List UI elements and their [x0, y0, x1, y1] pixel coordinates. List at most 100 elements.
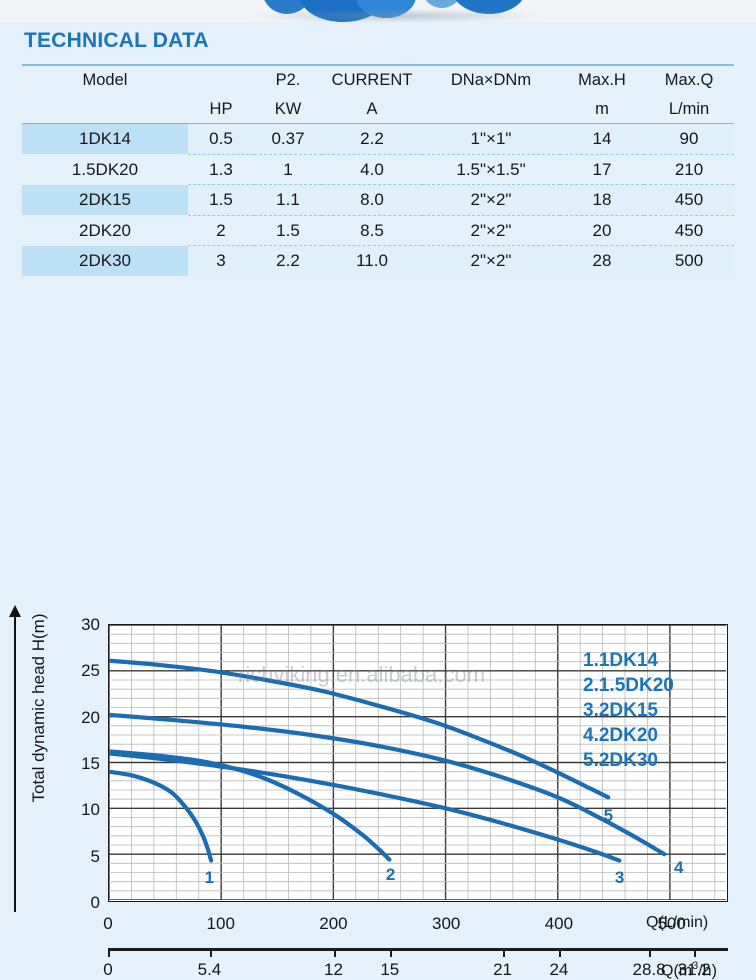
y-tick-10: 10 [81, 800, 100, 820]
x-tick-lmin-100: 100 [206, 914, 235, 933]
cell-maxh: 28 [560, 245, 644, 276]
table-header-row-units: HP KW A m L/min [22, 95, 734, 124]
legend-item-4: 4.2DK20 [583, 725, 658, 746]
y-axis-title: Total dynamic head H(m) [29, 613, 48, 803]
pump-image-part [420, 0, 464, 8]
cell-current: 11.0 [322, 245, 422, 276]
y-tick-15: 15 [81, 754, 100, 773]
y-axis-arrow-icon [9, 605, 21, 912]
unit-header-dn [422, 95, 560, 124]
cell-hp: 1.3 [188, 153, 254, 185]
table-header-row-group: Model P2. CURRENT DNa×DNm Max.H Max.Q [22, 64, 734, 95]
table-row: 2DK30 3 2.2 11.0 2"×2" 28 500 [22, 245, 734, 276]
cell-hp: 3 [188, 245, 254, 276]
performance-curve-chart: Total dynamic head H(m) richviking.en.al… [0, 300, 756, 979]
curve-number-1: 1 [204, 868, 215, 888]
cell-model: 1DK14 [22, 123, 188, 154]
x-tick-lmin-400: 400 [544, 914, 574, 933]
column-header-current: CURRENT [322, 64, 422, 95]
pump-image-part [452, 0, 526, 14]
column-header-maxq: Max.Q [644, 64, 734, 95]
cell-dn: 2"×2" [422, 184, 560, 215]
y-tick-5: 5 [90, 846, 100, 866]
x-axis-label-m3h: Q(m3/h) [661, 960, 717, 980]
cell-maxh: 17 [560, 153, 644, 185]
table-row: 2DK20 2 1.5 8.5 2"×2" 20 450 [22, 214, 734, 246]
secondary-tick-mark-0 [108, 948, 110, 957]
secondary-tick-mark-7 [694, 948, 697, 957]
x-tick-lmin-200: 200 [319, 914, 348, 933]
x-tick-m3h-0: 0 [103, 960, 113, 979]
cell-maxq: 90 [644, 123, 734, 154]
x-tick-m3h-21: 21 [493, 960, 512, 979]
column-header-model: Model [22, 64, 188, 95]
cell-model: 2DK15 [22, 184, 188, 215]
cell-kw: 0.37 [254, 123, 322, 154]
secondary-tick-mark-3 [389, 948, 392, 957]
cell-kw: 1.5 [254, 214, 322, 246]
x-tick-m3h-12: 12 [323, 960, 343, 979]
unit-header-current: A [366, 99, 378, 118]
cell-dn: 2"×2" [422, 245, 560, 276]
y-tick-20: 20 [81, 707, 100, 727]
cell-kw: 2.2 [254, 245, 322, 276]
cell-maxq: 500 [644, 245, 734, 276]
secondary-x-axis-line [108, 948, 728, 951]
cell-maxq: 450 [644, 214, 734, 246]
pump-image-part [356, 0, 416, 18]
x-axis-label-lmin: Q(L/min) [646, 914, 709, 931]
cell-current: 2.2 [322, 123, 422, 154]
cell-maxh: 18 [560, 184, 644, 215]
cell-hp: 1.5 [188, 184, 254, 215]
y-tick-30: 30 [81, 615, 100, 634]
chart-legend: 1.1DK14 2.1.5DK20 3.2DK15 4.2DK20 5.2DK30 [583, 648, 674, 773]
table-row: 1DK14 0.5 0.37 2.2 1"×1" 14 90 [22, 123, 734, 154]
table-header: Model P2. CURRENT DNa×DNm Max.H Max.Q HP… [22, 64, 734, 124]
table-row: 1.5DK20 1.3 1 4.0 1.5"×1.5" 17 210 [22, 153, 734, 185]
product-photo-strip [0, 0, 756, 22]
cell-hp: 2 [188, 214, 254, 246]
cell-current: 4.0 [322, 153, 422, 185]
x-tick-m3h-24: 24 [549, 960, 569, 979]
cell-current: 8.0 [322, 184, 422, 215]
cell-maxq: 210 [644, 153, 734, 185]
cell-dn: 1.5"×1.5" [422, 153, 560, 185]
curve-number-3: 3 [614, 868, 625, 888]
cell-model: 2DK30 [22, 245, 188, 276]
pump-image-part [262, 0, 312, 14]
secondary-tick-mark-2 [333, 948, 336, 957]
unit-header-kw: KW [274, 99, 302, 118]
unit-header-maxq: L/min [668, 99, 710, 118]
y-tick-25: 25 [81, 661, 100, 681]
y-tick-0: 0 [90, 893, 100, 912]
column-header-dn: DNa×DNm [422, 64, 560, 95]
curve-number-2: 2 [385, 865, 396, 885]
unit-header-hp: HP [209, 99, 233, 118]
legend-item-3: 3.2DK15 [583, 700, 658, 721]
x-tick-m3h-5.4: 5.4 [197, 960, 222, 979]
x-tick-m3h-15: 15 [380, 960, 400, 979]
secondary-tick-mark-6 [649, 948, 652, 957]
cell-current: 8.5 [322, 214, 422, 246]
curve-number-4: 4 [674, 857, 684, 877]
secondary-tick-mark-5 [558, 948, 561, 957]
secondary-tick-mark-4 [502, 948, 505, 957]
table-row: 2DK15 1.5 1.1 8.0 2"×2" 18 450 [22, 184, 734, 215]
page-title: TECHNICAL DATA [24, 29, 209, 52]
cell-hp: 0.5 [188, 123, 254, 154]
legend-item-2: 2.1.5DK20 [583, 675, 674, 696]
legend-item-1: 1.1DK14 [583, 650, 658, 671]
cell-maxq: 450 [644, 184, 734, 215]
cell-maxh: 14 [560, 123, 644, 154]
table-body: 1DK14 0.5 0.37 2.2 1"×1" 14 90 1.5DK20 1.3 1 4.0 1.… [22, 123, 734, 276]
unit-header-maxh: m [595, 99, 609, 118]
column-header-p2-left [188, 64, 254, 95]
curve-number-5: 5 [603, 806, 614, 826]
cell-kw: 1 [254, 153, 322, 185]
cell-kw: 1.1 [254, 184, 322, 215]
secondary-tick-mark-1 [209, 948, 212, 957]
cell-maxh: 20 [560, 214, 644, 246]
unit-header-model [22, 95, 188, 124]
cell-model: 1.5DK20 [71, 159, 139, 179]
technical-data-table: Model P2. CURRENT DNa×DNm Max.H Max.Q HP… [22, 64, 734, 276]
